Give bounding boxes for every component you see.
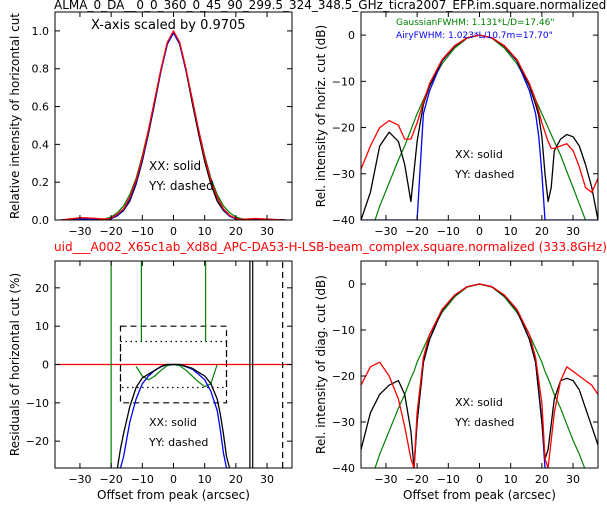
panel-top-right: −30 −20 −10 0 10 20 30 −40 −30 −20 −10 0 Rel. intens… — [314, 11, 599, 238]
plot-content — [361, 34, 598, 220]
series-line-green — [374, 34, 587, 220]
x-axis-label: Offset from peak (arcsec) — [403, 488, 556, 502]
y-tick-label: 0 — [348, 278, 355, 291]
panel-top-left: −30 −20 −10 0 10 20 30 0.0 0.2 0.4 0.6 0.8 1.0 Relati… — [8, 11, 293, 238]
series-line-black — [116, 363, 231, 468]
legend-line: XX: solid — [149, 416, 197, 429]
x-tick-label: 20 — [229, 225, 243, 238]
panel-bottom-right: −30 −20 −10 0 10 20 30 −40 −30 −20 −10 0 Rel. intens… — [314, 260, 599, 502]
series-line-blue — [61, 32, 286, 220]
fwhm-label: GaussianFWHM: 1.131*L/D=17.46" — [396, 18, 554, 28]
y-tick-label: −20 — [332, 370, 355, 383]
x-tick-label: 30 — [566, 225, 580, 238]
x-tick-label: 0 — [170, 473, 177, 486]
plot-content — [61, 30, 286, 220]
legend-line: XX: solid — [455, 396, 503, 409]
x-tick-label: −10 — [437, 225, 460, 238]
series-line-red — [361, 283, 598, 468]
x-tick-label: 0 — [476, 473, 483, 486]
x-tick-label: −10 — [437, 473, 460, 486]
x-tick-label: 30 — [260, 473, 274, 486]
scale-annotation: X-axis scaled by 0.9705 — [91, 18, 246, 33]
y-axis-label: Relative intensity of horizontal cut — [8, 13, 22, 219]
x-tick-label: 20 — [535, 225, 549, 238]
y-tick-label: 0.4 — [32, 138, 50, 151]
legend-line: XX: solid — [149, 159, 201, 173]
x-tick-label: 0 — [170, 225, 177, 238]
plot-content — [55, 261, 292, 468]
y-axis-label: Rel. intensity of horiz. cut (dB) — [314, 25, 328, 207]
plot-content — [361, 283, 598, 468]
x-tick-label: −30 — [374, 225, 397, 238]
figure-mid-title: uid___A002_X65c1ab_Xd8d_APC-DA53-H-LSB-b… — [54, 240, 607, 254]
x-tick-label: 10 — [198, 225, 212, 238]
y-tick-label: −30 — [332, 168, 355, 181]
x-tick-label: 30 — [260, 225, 274, 238]
y-tick-label: −10 — [332, 75, 355, 88]
x-tick-label: 10 — [198, 473, 212, 486]
legend-line: YY: dashed — [454, 168, 514, 181]
x-tick-label: −20 — [100, 473, 123, 486]
y-tick-label: −40 — [332, 462, 355, 475]
x-tick-label: −30 — [374, 473, 397, 486]
y-tick-label: −20 — [332, 122, 355, 135]
x-tick-label: −10 — [131, 225, 154, 238]
y-tick-label: 0 — [348, 29, 355, 42]
y-tick-label: 0.0 — [32, 214, 50, 227]
plot-area — [361, 12, 598, 220]
y-tick-label: 0.2 — [32, 176, 50, 189]
y-tick-label: 0.8 — [32, 63, 50, 76]
legend-line: YY: dashed — [148, 436, 208, 449]
y-tick-label: −30 — [332, 416, 355, 429]
x-axis-label: Offset from peak (arcsec) — [97, 488, 250, 502]
x-tick-label: −30 — [68, 473, 91, 486]
y-tick-label: 0 — [42, 359, 49, 372]
x-tick-label: −20 — [100, 225, 123, 238]
x-tick-label: 20 — [229, 473, 243, 486]
x-tick-label: −10 — [131, 473, 154, 486]
y-tick-label: −10 — [26, 397, 49, 410]
plot-area — [55, 12, 292, 220]
x-tick-label: −20 — [406, 473, 429, 486]
y-tick-label: −10 — [332, 324, 355, 337]
y-axis-label: Rel. intensity of diag. cut (dB) — [314, 275, 328, 454]
fwhm-label: AiryFWHM: 1.023*L/10.7m=17.70" — [396, 31, 553, 41]
legend-line: XX: solid — [455, 148, 503, 161]
x-tick-label: 20 — [535, 473, 549, 486]
plot-area — [361, 261, 598, 468]
y-tick-label: −20 — [26, 435, 49, 448]
series-line-red — [61, 30, 286, 220]
legend-line: YY: dashed — [148, 179, 214, 193]
y-tick-label: 0.6 — [32, 101, 50, 114]
series-line-red — [361, 34, 598, 193]
figure-top-title: ALMA_0_DA__0_0_360_0_45_90_299.5_324_348… — [54, 0, 606, 12]
x-tick-label: 10 — [504, 473, 518, 486]
x-tick-label: 30 — [566, 473, 580, 486]
x-tick-label: 10 — [504, 225, 518, 238]
y-tick-label: −40 — [332, 214, 355, 227]
x-tick-label: −20 — [406, 225, 429, 238]
y-axis-label: Residuals of horizontal cut (%) — [8, 273, 22, 456]
x-tick-label: −30 — [68, 225, 91, 238]
panel-bottom-left: −30 −20 −10 0 10 20 30 −20 −10 0 10 20 Residuals of … — [8, 260, 293, 502]
legend-line: YY: dashed — [454, 416, 514, 429]
y-tick-label: 20 — [35, 282, 49, 295]
x-tick-label: 0 — [476, 225, 483, 238]
y-tick-label: 1.0 — [32, 25, 50, 38]
y-tick-label: 10 — [35, 320, 49, 333]
